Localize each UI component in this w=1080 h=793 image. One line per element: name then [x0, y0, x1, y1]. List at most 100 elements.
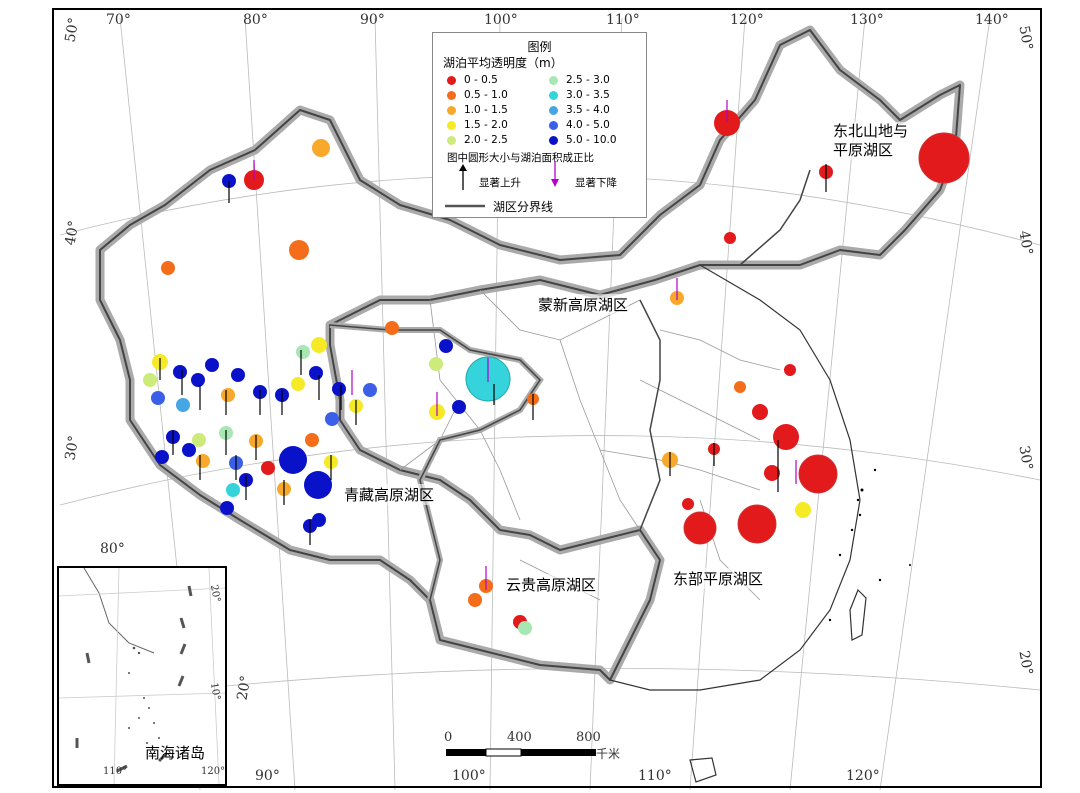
- legend-class: 0 - 0.5: [447, 74, 498, 86]
- lake-marker-tibet-large: [304, 471, 332, 499]
- coastal-islands: [828, 468, 911, 622]
- lake-marker-east: [682, 498, 694, 510]
- map-frame: [52, 8, 1042, 788]
- lake-marker-tibet: [231, 368, 245, 382]
- scale-label: 400: [507, 730, 532, 745]
- hainan-island: [689, 757, 717, 783]
- lake-markers: [143, 110, 970, 635]
- boundary-line-icon: [445, 204, 485, 208]
- lake-marker-east: [752, 404, 768, 420]
- region-label-northeast: 东北山地与 平原湖区: [832, 122, 910, 160]
- lake-marker-tibet: [311, 337, 327, 353]
- legend-class: 5.0 - 10.0: [549, 134, 617, 146]
- region-label-mengxin: 蒙新高原湖区: [537, 294, 630, 315]
- lake-marker-tibet: [205, 358, 219, 372]
- legend-rise-label: 显著上升: [479, 177, 521, 189]
- lake-marker-east: [764, 465, 780, 481]
- lake-marker-northeast: [724, 232, 736, 244]
- south-china-sea-inset: 110° 120° 20° 10° 南海诸岛: [57, 566, 227, 786]
- lake-marker-east-large: [683, 511, 717, 545]
- lon-label: 90°: [360, 12, 385, 28]
- lake-marker-tibet: [220, 501, 234, 515]
- scale-label: 0: [444, 730, 453, 745]
- legend-class: 2.5 - 3.0: [549, 74, 610, 86]
- legend-class: 0.5 - 1.0: [447, 89, 508, 101]
- lake-marker-tibet: [176, 398, 190, 412]
- lake-marker-northeast: [714, 110, 740, 136]
- lake-marker-tibet: [291, 377, 305, 391]
- legend-class: 1.0 - 1.5: [447, 104, 508, 116]
- lon-label: 120°: [846, 768, 880, 784]
- lake-marker-east: [734, 381, 746, 393]
- legend: 图例 湖泊平均透明度（m） 0 - 0.5 0.5 - 1.0 1.0 - 1.…: [432, 32, 647, 218]
- lake-marker-tibet: [151, 391, 165, 405]
- taiwan-island: [849, 588, 867, 641]
- lon-label: 130°: [850, 12, 884, 28]
- lake-marker-tibet: [155, 450, 169, 464]
- lake-marker-tibet: [305, 433, 319, 447]
- region-label-east: 东部平原湖区: [672, 568, 765, 589]
- trend-arrows-rise: [159, 164, 827, 545]
- lake-marker-tibet: [226, 483, 240, 497]
- lake-marker-tibet: [192, 433, 206, 447]
- lon-label: 70°: [106, 12, 131, 28]
- scale-unit: 千米: [596, 747, 621, 761]
- lake-marker-tibet: [191, 373, 205, 387]
- inset-title: 南海诸岛: [145, 744, 206, 762]
- lake-marker-tibet: [173, 365, 187, 379]
- legend-class: 4.0 - 5.0: [549, 119, 610, 131]
- lake-marker-tibet: [143, 373, 157, 387]
- legend-subtitle: 湖泊平均透明度（m）: [443, 56, 563, 70]
- lon-label: 110°: [606, 12, 640, 28]
- lon-label: 90°: [255, 768, 280, 784]
- lake-marker-east: [795, 502, 811, 518]
- lake-marker-tibet-large: [279, 446, 307, 474]
- lake-marker-qinghai: [385, 321, 399, 335]
- lon-label: 110°: [638, 768, 672, 784]
- lake-marker-yungui: [468, 593, 482, 607]
- lon-label: 120°: [730, 12, 764, 28]
- fall-arrow-icon: [551, 161, 559, 187]
- lake-marker-northwest: [289, 240, 309, 260]
- inset-map: [59, 568, 225, 784]
- rise-arrow-icon: [459, 164, 467, 190]
- inset-lon-label: 120°: [201, 766, 226, 777]
- scale-bar-graphic: [446, 748, 596, 757]
- legend-title: 图例: [527, 40, 552, 54]
- lake-marker-qinghai: [452, 400, 466, 414]
- legend-note: 图中圆形大小与湖泊面积成正比: [447, 152, 594, 164]
- legend-fall-label: 显著下降: [575, 177, 617, 189]
- lake-marker-tibet: [332, 382, 346, 396]
- inset-islands: [128, 646, 160, 744]
- lon-label: 80°: [243, 12, 268, 28]
- trend-arrows-fall: [253, 100, 797, 590]
- lon-label: 100°: [452, 768, 486, 784]
- lake-marker-tibet: [221, 388, 235, 402]
- lake-marker-northwest: [161, 261, 175, 275]
- lon-label: 100°: [484, 12, 518, 28]
- lake-marker-qinghai: [439, 339, 453, 353]
- lake-marker-tibet: [312, 513, 326, 527]
- china-border: [99, 29, 961, 681]
- legend-class: 1.5 - 2.0: [447, 119, 508, 131]
- inset-lon-label: 110°: [103, 766, 128, 777]
- lake-marker-tibet: [296, 345, 310, 359]
- scale-label: 800: [576, 730, 601, 745]
- lake-marker-east: [784, 364, 796, 376]
- legend-class: 2.0 - 2.5: [447, 134, 508, 146]
- lake-marker-east-large: [798, 454, 838, 494]
- lake-marker-yungui: [518, 621, 532, 635]
- legend-class: 3.0 - 3.5: [549, 89, 610, 101]
- legend-class: 3.5 - 4.0: [549, 104, 610, 116]
- lake-marker-east-large: [773, 424, 799, 450]
- lake-region-boundaries: [329, 169, 811, 601]
- lake-marker-east-large: [737, 504, 777, 544]
- lake-marker-tibet: [261, 461, 275, 475]
- lon-label: 140°: [975, 12, 1009, 28]
- lake-marker-tibet: [363, 383, 377, 397]
- nine-dash-line: [75, 585, 193, 773]
- lon-label: 80°: [100, 541, 125, 557]
- lake-marker-qinghai: [429, 357, 443, 371]
- lake-marker-tibet: [182, 443, 196, 457]
